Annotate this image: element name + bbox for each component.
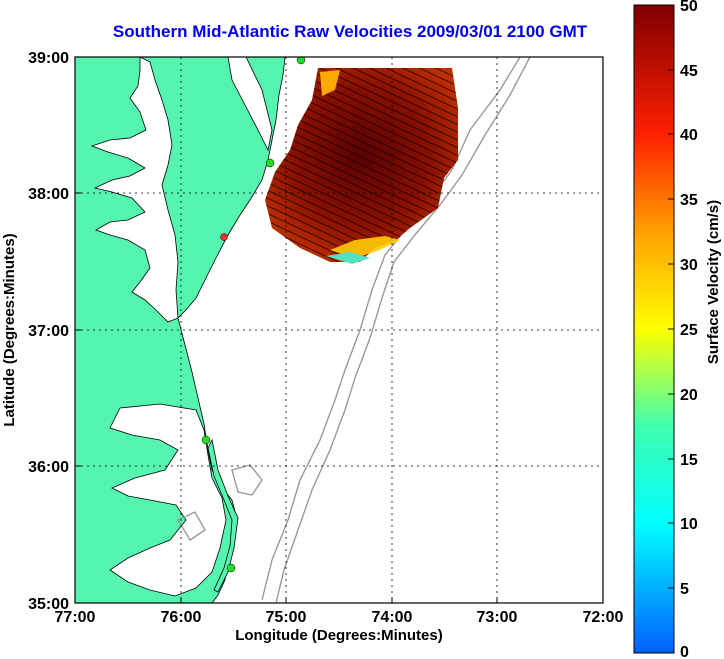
outer-banks	[207, 438, 239, 593]
colorbar-tick-label: 40	[680, 127, 698, 144]
x-tick-label: 77:00	[55, 609, 96, 626]
x-tick-label: 75:00	[266, 609, 307, 626]
colorbar-label: Surface Velocity (cm/s)	[705, 200, 722, 364]
delaware-bay	[227, 57, 273, 152]
x-tick-label: 73:00	[477, 609, 518, 626]
velocity-field-slowest-edge	[326, 252, 370, 264]
colorbar-tick-label: 50	[680, 0, 698, 15]
colorbar-tick-label: 10	[680, 516, 698, 533]
x-tick-label: 72:00	[583, 609, 624, 626]
colorbar-tick-label: 0	[680, 644, 689, 659]
bathymetry-contours	[177, 57, 531, 603]
radar-site-marker	[296, 57, 306, 65]
x-tick-label: 74:00	[372, 609, 413, 626]
velocity-field	[265, 68, 458, 264]
colorbar-tick-label: 25	[680, 322, 698, 339]
colorbar-tick-label: 20	[680, 387, 698, 404]
y-tick-label: 39:00	[28, 50, 69, 67]
velocity-field-fast-patch	[320, 70, 340, 96]
y-axis-label: Latitude (Degrees:Minutes)	[1, 233, 18, 426]
radar-site-marker	[265, 158, 275, 168]
x-axis-label: Longitude (Degrees:Minutes)	[235, 627, 443, 644]
radar-site-marker	[201, 435, 211, 445]
grid-lines	[75, 57, 603, 603]
velocity-field-arrows	[265, 68, 458, 262]
colorbar-tick-label: 30	[680, 257, 698, 274]
colorbar-tick-label: 5	[680, 581, 689, 598]
y-tick-label: 35:00	[28, 596, 69, 613]
colorbar-tick-label: 15	[680, 452, 698, 469]
y-tick-label: 36:00	[28, 459, 69, 476]
map-title: Southern Mid-Atlantic Raw Velocities 200…	[112, 22, 588, 41]
x-tick-label: 76:00	[161, 609, 202, 626]
radar-site-marker	[220, 233, 228, 241]
pamlico-sound	[109, 403, 227, 597]
radar-site-marker	[226, 563, 236, 573]
colorbar-ticks	[668, 4, 674, 589]
colorbar-tick-label: 45	[680, 63, 698, 80]
y-tick-label: 37:00	[28, 323, 69, 340]
chesapeake-bay	[90, 57, 179, 323]
colorbar-tick-label: 35	[680, 192, 698, 209]
tick-marks	[74, 56, 604, 604]
y-tick-label: 38:00	[28, 186, 69, 203]
